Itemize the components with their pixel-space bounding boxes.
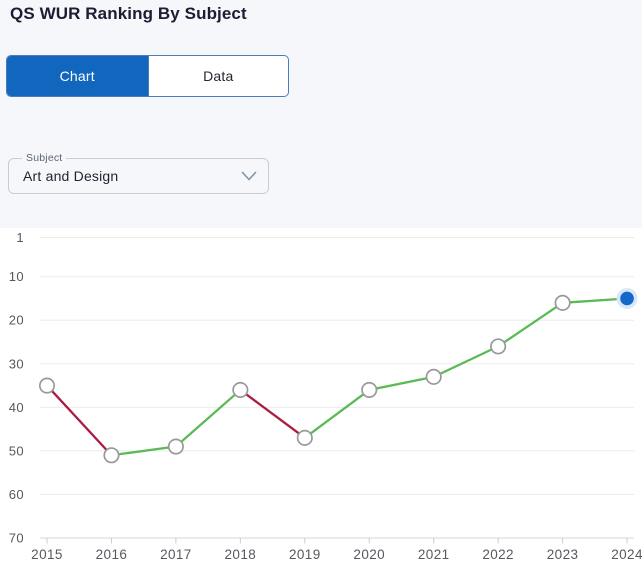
y-axis-label-60: 60 <box>9 487 24 502</box>
y-axis-label-70: 70 <box>9 531 24 546</box>
subject-select-label: Subject <box>22 152 67 164</box>
segment-2020-2021 <box>368 375 435 392</box>
subject-select[interactable]: Subject Art and Design <box>8 152 269 194</box>
data-point-2021[interactable] <box>425 368 442 385</box>
view-toggle: Chart Data <box>6 55 289 97</box>
y-axis-label-20: 20 <box>9 313 24 328</box>
x-axis-label-2021: 2021 <box>418 547 450 562</box>
page-title: QS WUR Ranking By Subject <box>10 4 247 23</box>
segment-2015-2016 <box>45 384 113 457</box>
data-point-2019[interactable] <box>296 429 313 446</box>
segment-2023-2024 <box>561 297 629 304</box>
segment-2017-2018 <box>174 388 242 448</box>
data-point-2023[interactable] <box>554 294 571 311</box>
segment-2019-2020 <box>303 388 371 439</box>
data-point-2016[interactable] <box>103 447 120 464</box>
tab-data[interactable]: Data <box>147 56 289 96</box>
chart-panel: 1 10 20 30 40 50 60 70 2015 2016 2017 2018 2019 2020 2… <box>0 228 642 576</box>
subject-select-value: Art and Design <box>23 168 119 184</box>
data-point-2015[interactable] <box>38 377 56 394</box>
data-point-2020[interactable] <box>361 381 378 398</box>
x-axis-label-2015: 2015 <box>31 547 63 562</box>
segment-2021-2022 <box>432 345 500 379</box>
tab-chart[interactable]: Chart <box>7 56 148 96</box>
x-axis-label-2020: 2020 <box>353 547 385 562</box>
x-axis-label-2016: 2016 <box>96 547 128 562</box>
chevron-down-icon <box>241 171 257 181</box>
y-axis-label-1: 1 <box>16 230 24 245</box>
ranking-line-chart: 1 10 20 30 40 50 60 70 2015 2016 2017 2018 2019 2020 2… <box>9 230 642 562</box>
data-point-2017[interactable] <box>167 438 184 455</box>
segment-2018-2019 <box>239 388 306 439</box>
x-axis-label-2024: 2024 <box>611 547 642 562</box>
y-axis-label-30: 30 <box>9 356 24 371</box>
data-point-2018[interactable] <box>232 381 249 398</box>
data-point-2024[interactable] <box>620 291 634 306</box>
data-point-2022[interactable] <box>490 338 507 355</box>
segment-2022-2023 <box>496 301 564 348</box>
y-axis-label-50: 50 <box>9 443 24 458</box>
y-axis-label-40: 40 <box>9 400 24 415</box>
y-axis-label-10: 10 <box>9 269 24 284</box>
x-axis-label-2019: 2019 <box>289 547 321 562</box>
x-axis-label-2018: 2018 <box>225 547 257 562</box>
segment-2016-2017 <box>110 445 178 457</box>
x-axis-label-2017: 2017 <box>160 547 192 562</box>
x-axis-label-2023: 2023 <box>547 547 579 562</box>
x-axis-label-2022: 2022 <box>482 547 514 562</box>
